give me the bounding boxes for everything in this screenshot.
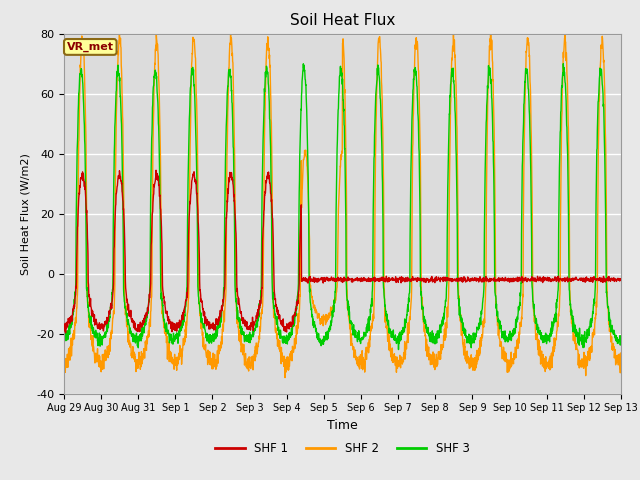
SHF 1 bbox=[61, 330, 69, 336]
SHF 1 bbox=[216, 311, 223, 317]
SHF 3 bbox=[358, 337, 366, 343]
SHF 3 bbox=[617, 337, 625, 343]
Legend: SHF 1, SHF 2, SHF 3: SHF 1, SHF 2, SHF 3 bbox=[211, 437, 474, 460]
SHF 1 bbox=[584, 276, 591, 282]
SHF 2 bbox=[584, 359, 591, 364]
SHF 3 bbox=[584, 335, 591, 341]
SHF 3 bbox=[504, 336, 512, 342]
SHF 3 bbox=[371, 133, 378, 139]
Title: Soil Heat Flux: Soil Heat Flux bbox=[290, 13, 395, 28]
SHF 2 bbox=[359, 357, 367, 362]
SHF 2 bbox=[216, 348, 223, 354]
SHF 1 bbox=[60, 327, 68, 333]
SHF 2 bbox=[281, 375, 289, 381]
SHF 3 bbox=[216, 322, 223, 328]
SHF 1 bbox=[152, 168, 160, 173]
SHF 2 bbox=[617, 350, 625, 356]
Line: SHF 3: SHF 3 bbox=[64, 64, 621, 349]
SHF 3 bbox=[395, 347, 403, 352]
SHF 3 bbox=[60, 331, 68, 337]
SHF 2 bbox=[505, 369, 513, 375]
SHF 3 bbox=[559, 61, 567, 67]
SHF 1 bbox=[568, 276, 576, 282]
SHF 3 bbox=[568, 314, 576, 320]
Line: SHF 2: SHF 2 bbox=[64, 29, 621, 378]
Line: SHF 1: SHF 1 bbox=[64, 170, 621, 333]
SHF 1 bbox=[371, 278, 379, 284]
Text: VR_met: VR_met bbox=[67, 42, 114, 52]
SHF 2 bbox=[60, 359, 68, 364]
Y-axis label: Soil Heat Flux (W/m2): Soil Heat Flux (W/m2) bbox=[20, 153, 31, 275]
SHF 2 bbox=[116, 26, 124, 32]
SHF 2 bbox=[371, 198, 379, 204]
SHF 2 bbox=[568, 320, 576, 326]
X-axis label: Time: Time bbox=[327, 419, 358, 432]
SHF 1 bbox=[359, 276, 367, 281]
SHF 1 bbox=[505, 276, 513, 281]
SHF 1 bbox=[617, 276, 625, 282]
